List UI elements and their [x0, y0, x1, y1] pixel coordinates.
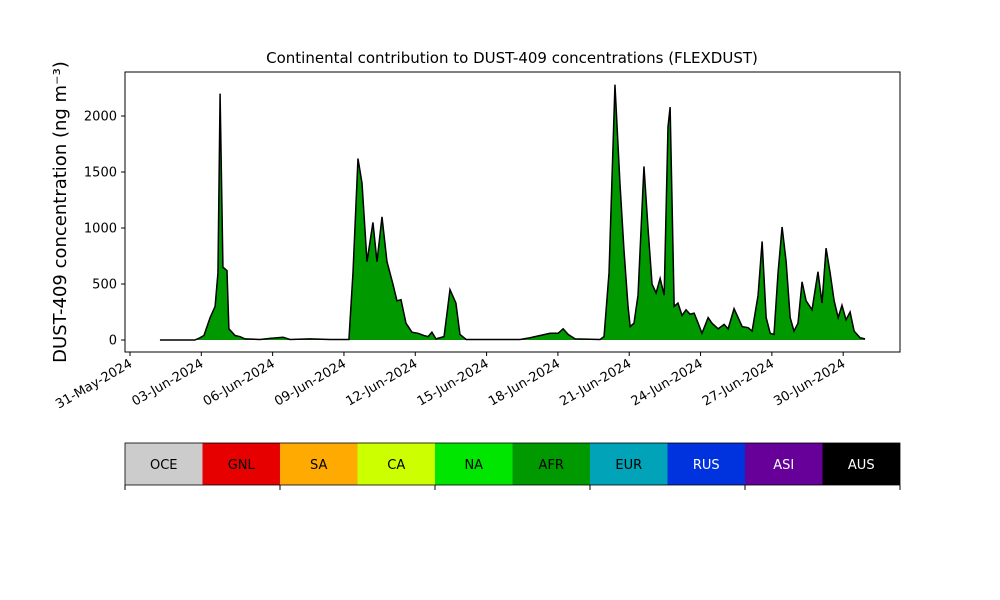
chart-title: Continental contribution to DUST-409 con…: [266, 49, 758, 67]
x-tick-label: 24-Jun-2024: [629, 356, 706, 409]
x-tick-label: 30-Jun-2024: [771, 356, 848, 409]
colorbar-label: AFR: [539, 458, 564, 473]
colorbar-label: NA: [464, 458, 483, 473]
colorbar-label: CA: [387, 458, 405, 473]
x-tick-label: 03-Jun-2024: [129, 356, 206, 409]
colorbar-label: SA: [310, 458, 327, 473]
x-tick-label: 18-Jun-2024: [486, 356, 563, 409]
x-tick-label: 21-Jun-2024: [557, 356, 634, 409]
plot-frame: [124, 71, 901, 353]
colorbar-swatch: [357, 443, 435, 485]
colorbar-frame: [124, 442, 901, 486]
colorbar-swatch: [512, 443, 590, 485]
colorbar-swatch: [590, 443, 668, 485]
y-tick-label: 0: [109, 334, 117, 349]
x-tick-label: 27-Jun-2024: [700, 356, 777, 409]
colorbar-label: AUS: [848, 458, 875, 473]
colorbar-label: GNL: [228, 458, 256, 473]
y-tick-label: 500: [92, 278, 117, 293]
area: [159, 84, 866, 341]
x-tick-label: 09-Jun-2024: [272, 356, 349, 409]
y-axis-label: DUST-409 concentration (ng m⁻³): [50, 61, 71, 363]
colorbar-swatch: [280, 443, 358, 485]
y-tick-label: 1500: [84, 166, 117, 181]
colorbar-label: EUR: [615, 458, 642, 473]
x-tick-label: 06-Jun-2024: [201, 356, 278, 409]
y-tick-label: 1000: [84, 222, 117, 237]
colorbar-label: RUS: [693, 458, 720, 473]
area-edge: [159, 84, 866, 341]
colorbar-swatch: [202, 443, 280, 485]
x-tick-label: 15-Jun-2024: [415, 356, 492, 409]
colorbar-swatch: [667, 443, 745, 485]
colorbar-label: OCE: [150, 458, 178, 473]
colorbar-swatch: [435, 443, 513, 485]
colorbar-swatch: [745, 443, 823, 485]
colorbar-label: ASI: [773, 458, 794, 473]
y-tick-label: 2000: [84, 110, 117, 125]
colorbar-swatch: [125, 443, 203, 485]
x-tick-label: 31-May-2024: [53, 356, 135, 412]
colorbar-swatch: [822, 443, 900, 485]
x-tick-label: 12-Jun-2024: [343, 356, 420, 409]
